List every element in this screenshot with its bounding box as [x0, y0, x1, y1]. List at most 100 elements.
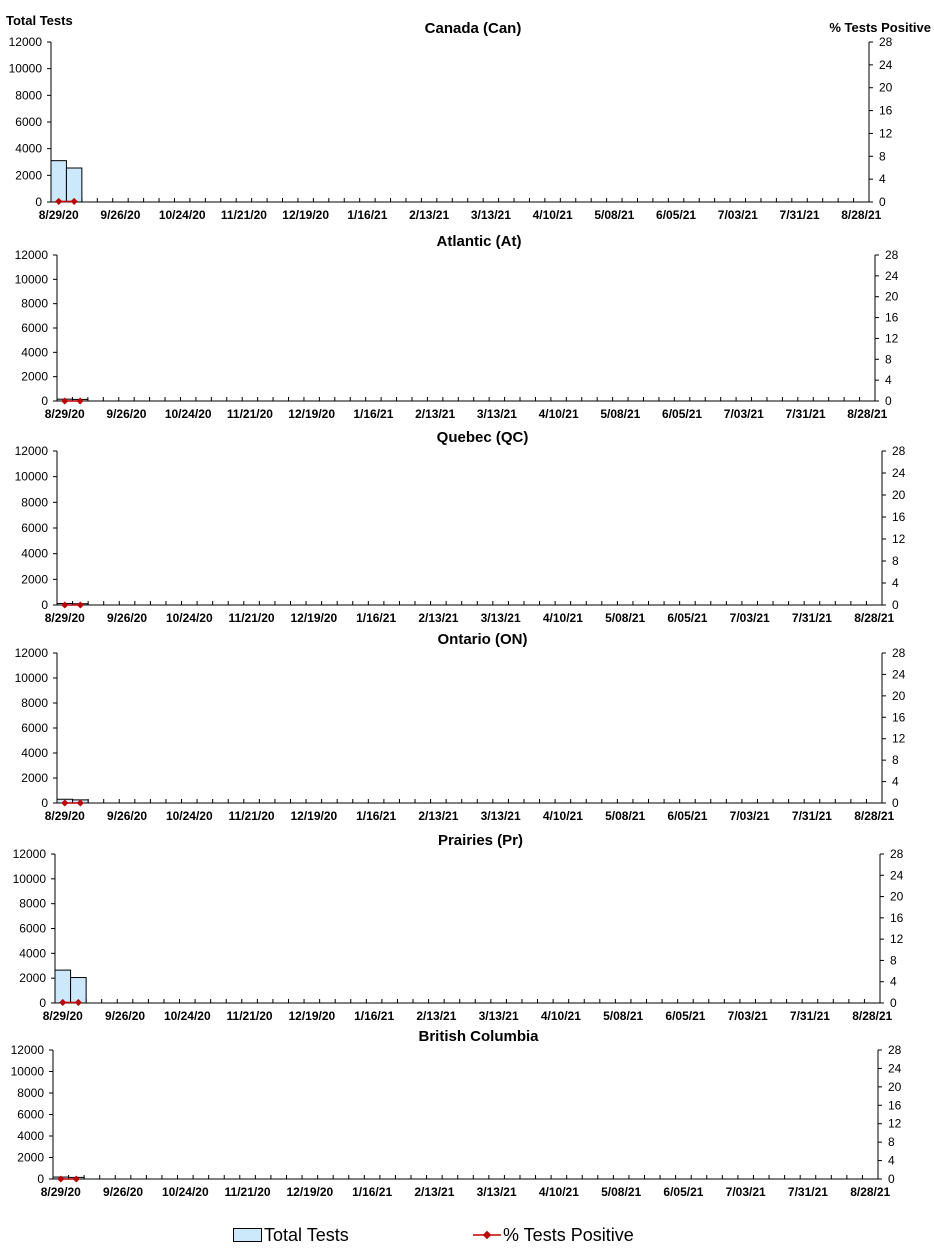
panel-6-percent-point: [72, 1175, 80, 1183]
panel-2-right-tick-label: 28: [885, 248, 899, 262]
panel-2-left-tick-label: 8000: [21, 297, 48, 311]
panel-3-right-tick-label: 24: [892, 466, 906, 480]
panel-3-percent-point: [76, 601, 84, 609]
panel-1-bar: [65, 167, 83, 203]
panel-3-title: Quebec (QC): [437, 429, 529, 446]
panel-4-right-tick-label: 24: [892, 667, 906, 681]
panel-3-x-tick-label: 8/29/20: [45, 611, 85, 625]
panel-1-left-tick-label: 6000: [15, 115, 42, 129]
legend-total-tests-label: Total Tests: [264, 1224, 349, 1245]
panel-6-x-tick-label: 8/29/20: [41, 1185, 81, 1199]
panel-4-percent-point: [61, 799, 69, 807]
panel-5-title: Prairies (Pr): [438, 832, 523, 849]
panel-5-right-tick-label: 24: [890, 868, 904, 882]
panel-2-right-tick-label: 12: [885, 331, 899, 345]
right-axis-title: % Tests Positive: [829, 20, 931, 35]
panel-6-x-tick-label: 4/10/21: [539, 1185, 579, 1199]
panel-6-x-tick-label: 11/21/20: [225, 1185, 271, 1199]
panel-3-right-tick-label: 8: [892, 554, 899, 568]
panel-4-x-tick-label: 9/26/20: [107, 809, 147, 823]
panel-4-x-tick-label: 11/21/20: [229, 809, 275, 823]
panel-4-x-tick-label: 3/13/21: [481, 809, 521, 823]
panel-1-x-tick-label: 12/19/20: [282, 208, 329, 222]
panel-3-x-tick-label: 9/26/20: [107, 611, 147, 625]
panel-2-x-tick-label: 6/05/21: [662, 407, 702, 421]
panel-6-x-tick-label: 2/13/21: [414, 1185, 454, 1199]
panel-6-right-tick-label: 28: [888, 1043, 902, 1057]
panel-5-right-tick-label: 0: [890, 996, 897, 1010]
panel-1-x-tick-label: 7/31/21: [780, 208, 820, 222]
panel-5-right-tick-label: 20: [890, 890, 904, 904]
panel-6-left-tick-label: 10000: [11, 1065, 45, 1079]
panel-4-right-tick-label: 4: [892, 775, 899, 789]
panel-5-left-tick-label: 2000: [19, 971, 46, 985]
panel-4-x-tick-label: 12/19/20: [290, 809, 337, 823]
panel-4-left-tick-label: 10000: [15, 671, 49, 685]
panel-1-x-tick-label: 9/26/20: [100, 208, 140, 222]
panel-1-left-tick-label: 4000: [15, 142, 42, 156]
panel-1-x-tick-label: 1/16/21: [347, 208, 387, 222]
panel-6-x-tick-label: 8/28/21: [850, 1185, 890, 1199]
panel-6-x-tick-label: 9/26/20: [103, 1185, 143, 1199]
panel-2-x-tick-label: 2/13/21: [415, 407, 455, 421]
panel-5-left-tick-label: 12000: [13, 847, 47, 861]
panel-1-right-tick-label: 16: [879, 104, 893, 118]
panel-2-right-tick-label: 0: [885, 394, 892, 408]
panel-2-right-tick-label: 4: [885, 373, 892, 387]
panel-2-x-tick-label: 10/24/20: [165, 407, 212, 421]
panel-5-x-tick-label: 8/28/21: [852, 1009, 892, 1023]
panel-5-left-tick-label: 8000: [19, 897, 46, 911]
panel-1-title: Canada (Can): [425, 20, 522, 37]
panel-3-x-tick-label: 6/05/21: [667, 611, 707, 625]
panel-1-right-tick-label: 12: [879, 126, 893, 140]
panel-4-x-tick-label: 4/10/21: [543, 809, 583, 823]
panel-1-x-tick-label: 11/21/20: [221, 208, 267, 222]
panel-4-left-tick-label: 2000: [21, 771, 48, 785]
panel-6-right-tick-label: 20: [888, 1080, 902, 1094]
panel-2-right-tick-label: 16: [885, 311, 899, 325]
panel-4-left-tick-label: 8000: [21, 696, 48, 710]
panel-3-x-tick-label: 3/13/21: [481, 611, 521, 625]
panel-6-x-tick-label: 7/31/21: [788, 1185, 828, 1199]
panel-4-x-tick-label: 8/28/21: [854, 809, 894, 823]
panel-2-x-tick-label: 12/19/20: [288, 407, 335, 421]
panel-1-left-tick-label: 10000: [9, 62, 43, 76]
panel-1-right-tick-label: 24: [879, 58, 893, 72]
panel-3-x-tick-label: 11/21/20: [229, 611, 275, 625]
panel-5-x-tick-label: 7/31/21: [790, 1009, 830, 1023]
panel-5-x-tick-label: 1/16/21: [354, 1009, 394, 1023]
panel-1-right-tick-label: 4: [879, 172, 886, 186]
panel-3-x-tick-label: 1/16/21: [356, 611, 396, 625]
panel-3-x-tick-label: 8/28/21: [854, 611, 894, 625]
panel-5-x-tick-label: 9/26/20: [105, 1009, 145, 1023]
panel-4-x-tick-label: 1/16/21: [356, 809, 396, 823]
panel-1-x-tick-label: 3/13/21: [471, 208, 511, 222]
panel-2-left-tick-label: 10000: [15, 272, 49, 286]
panel-3-x-tick-label: 2/13/21: [418, 611, 458, 625]
panel-3-right-tick-label: 16: [892, 510, 906, 524]
panel-5-x-tick-label: 8/29/20: [43, 1009, 83, 1023]
panel-4-right-tick-label: 28: [892, 646, 906, 660]
panel-3-x-tick-label: 5/08/21: [605, 611, 645, 625]
panel-5-right-tick-label: 4: [890, 975, 897, 989]
panel-5-left-tick-label: 10000: [13, 872, 47, 886]
panel-2-x-tick-label: 8/28/21: [847, 407, 887, 421]
panel-2-x-tick-label: 11/21/20: [227, 407, 273, 421]
panel-2-x-tick-label: 3/13/21: [477, 407, 517, 421]
panel-3-right-tick-label: 20: [892, 488, 906, 502]
panel-6-right-tick-label: 8: [888, 1135, 895, 1149]
panel-6-x-tick-label: 6/05/21: [663, 1185, 703, 1199]
panel-2-title: Atlantic (At): [437, 233, 522, 250]
panel-4-right-tick-label: 8: [892, 753, 899, 767]
panel-2-left-tick-label: 4000: [21, 345, 48, 359]
panel-2-x-tick-label: 1/16/21: [353, 407, 393, 421]
panel-2-x-tick-label: 9/26/20: [106, 407, 146, 421]
panel-4-title: Ontario (ON): [438, 631, 528, 648]
panel-2-x-tick-label: 8/29/20: [45, 407, 85, 421]
panel-6-right-tick-label: 12: [888, 1117, 902, 1131]
panel-3-left-tick-label: 6000: [21, 521, 48, 535]
legend-bar-swatch: [233, 1228, 262, 1242]
panel-1-percent-point: [70, 197, 78, 205]
legend-total-tests: Total Tests: [233, 1222, 349, 1248]
panel-5-left-tick-label: 6000: [19, 922, 46, 936]
